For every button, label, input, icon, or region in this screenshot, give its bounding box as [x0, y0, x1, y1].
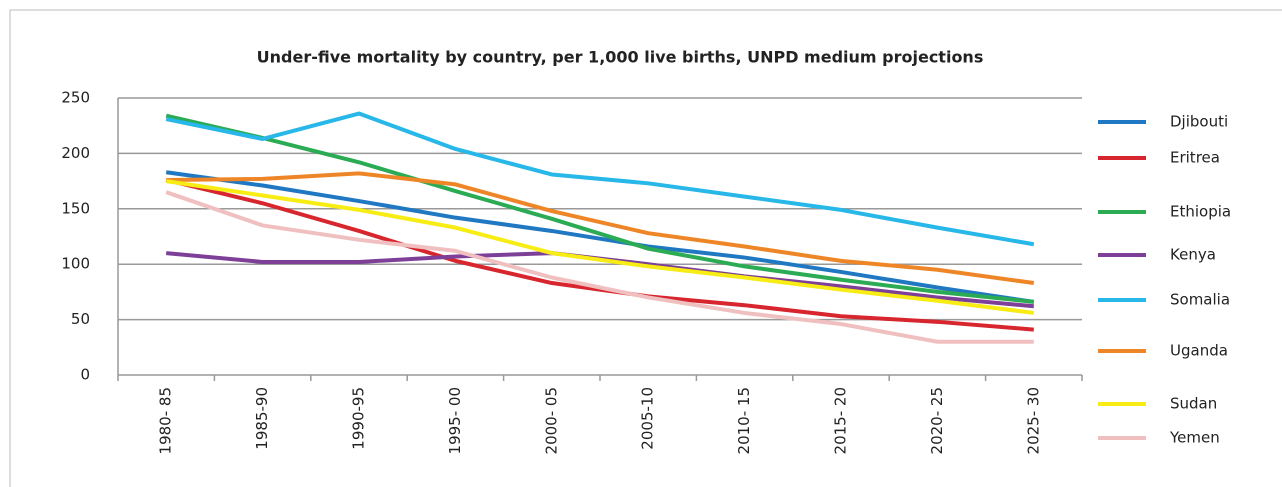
x-tick-label: 2025- 30: [1024, 387, 1042, 454]
y-tick-label: 100: [61, 255, 90, 273]
x-tick-label: 2000- 05: [542, 387, 560, 454]
x-tick-label: 2005-10: [639, 387, 657, 450]
x-tick-label: 1995- 00: [446, 387, 464, 454]
x-tick-label: 2010- 15: [735, 387, 753, 454]
x-tick-label: 1980- 85: [157, 387, 175, 454]
x-tick-label: 1985-90: [253, 387, 271, 450]
line-series: [165, 170, 1035, 304]
y-tick-label: 200: [61, 144, 90, 162]
line-series: [165, 113, 1035, 304]
legend-label: Eritrea: [1170, 149, 1220, 167]
legend-label: Kenya: [1170, 246, 1216, 264]
x-tick-label: 2015- 20: [832, 387, 850, 454]
y-tick-label: 150: [61, 199, 90, 217]
line-series: [166, 171, 1035, 286]
line-series: [165, 190, 1034, 344]
frame: [9, 9, 1282, 487]
y-tick-label: 50: [71, 310, 90, 328]
line-series: [165, 178, 1034, 332]
line-series: [165, 111, 1035, 247]
x-tick-label: 1990-95: [350, 387, 368, 450]
legend-label: Yemen: [1169, 429, 1220, 447]
legend-label: Somalia: [1170, 291, 1230, 309]
legend-label: Ethiopia: [1170, 203, 1231, 221]
x-tick-label: 2020- 25: [928, 387, 946, 454]
line-series: [165, 179, 1035, 315]
legend-label: Uganda: [1170, 342, 1228, 360]
legend-label: Djibouti: [1170, 113, 1228, 131]
y-tick-label: 0: [80, 366, 90, 384]
legend-label: Sudan: [1170, 395, 1217, 413]
chart-title: Under-five mortality by country, per 1,0…: [257, 48, 984, 67]
y-tick-label: 250: [61, 89, 90, 107]
